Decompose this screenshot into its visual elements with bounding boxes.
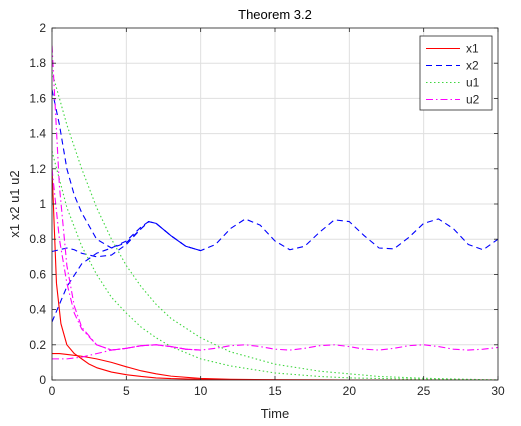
x-tick-label: 30 [491, 384, 505, 398]
y-tick-label: 1.2 [29, 162, 46, 176]
y-tick-label: 1.6 [29, 91, 46, 105]
y-tick-label: 1.4 [29, 127, 46, 141]
x-tick-label: 10 [194, 384, 208, 398]
legend: x1 x2 u1 u2 [419, 35, 493, 111]
y-tick-label: 0.8 [29, 232, 46, 246]
series-line-x2 [52, 221, 201, 323]
x-tick-label: 5 [123, 384, 130, 398]
y-tick-label: 0 [39, 373, 46, 387]
series-line-u1 [52, 71, 498, 380]
y-tick-label: 2 [39, 21, 46, 35]
series-line-x2 [52, 89, 498, 252]
y-tick-label: 0.4 [29, 303, 46, 317]
legend-label-u1: u1 [466, 76, 480, 90]
legend-box [419, 35, 493, 111]
legend-label-x1: x1 [466, 42, 479, 56]
y-tick-label: 1 [39, 197, 46, 211]
legend-label-x2: x2 [466, 59, 479, 73]
chart-title: Theorem 3.2 [238, 7, 312, 22]
y-tick-label: 0.6 [29, 267, 46, 281]
series-x2 [52, 89, 498, 323]
series-line-x2 [52, 221, 201, 258]
y-tick-label: 0.2 [29, 338, 46, 352]
legend-label-u2: u2 [466, 93, 480, 107]
y-axis-label: x1 x2 u1 u2 [7, 170, 22, 237]
series-line-u1 [52, 151, 498, 380]
series-line-u2 [52, 344, 201, 360]
x-tick-label: 0 [49, 384, 56, 398]
x-axis-label: Time [261, 406, 289, 421]
axis-ticks: 0 5 10 15 20 25 30 0 0.2 0.4 0.6 0.8 1 1.2 1.4 1.6 1.8 2 [29, 21, 505, 398]
x-tick-label: 15 [268, 384, 282, 398]
series-u1 [52, 71, 498, 380]
x-tick-label: 25 [417, 384, 431, 398]
y-tick-label: 1.8 [29, 56, 46, 70]
series-u2 [52, 45, 498, 360]
x-tick-label: 20 [343, 384, 357, 398]
